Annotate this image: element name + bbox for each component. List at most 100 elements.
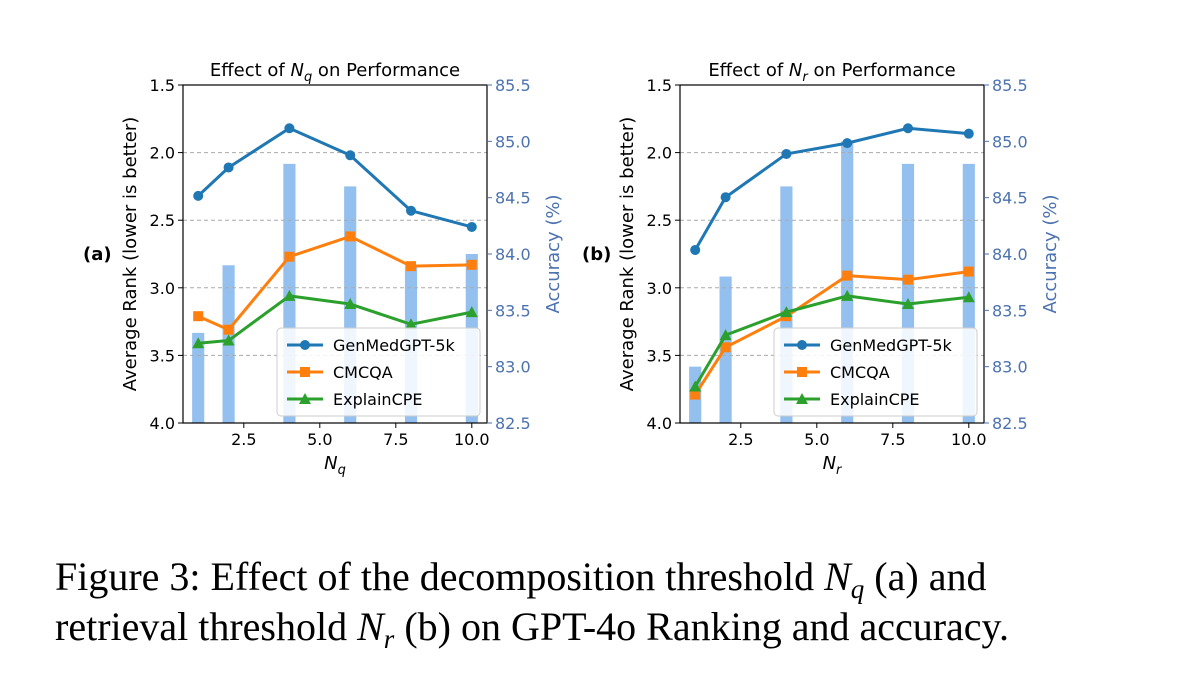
legend-label: ExplainCPE — [830, 390, 920, 409]
data-point — [193, 190, 204, 201]
caption-subscript-2: r — [383, 624, 395, 655]
caption-subscript-1: q — [850, 574, 865, 605]
chart-title: Effect of Nq on Performance — [210, 60, 460, 85]
data-point — [719, 329, 732, 341]
data-point — [193, 311, 204, 322]
legend-marker — [299, 393, 311, 404]
data-point — [903, 123, 913, 134]
y-tick-label-left: 4.0 — [647, 414, 672, 433]
series-cmcqa — [193, 231, 477, 335]
caption-prefix: Figure 3: Effect of the decomposition th… — [55, 554, 825, 599]
y-tick-label-left: 2.0 — [647, 144, 672, 163]
data-point — [963, 266, 974, 277]
x-tick-label: 5.0 — [307, 430, 332, 449]
data-point — [406, 261, 416, 272]
title-part: Effect of — [210, 60, 291, 81]
y-tick-label-right: 84.5 — [992, 189, 1028, 208]
series-line — [693, 126, 969, 251]
series-line — [693, 294, 969, 388]
y-tick-label-left: 3.0 — [647, 279, 672, 298]
title-part: q — [304, 70, 312, 85]
series-explaincpe — [689, 289, 975, 392]
y-tick-label-left: 3.0 — [150, 279, 175, 298]
x-label-subscript: r — [836, 463, 843, 478]
x-axis-label: Nr — [823, 453, 843, 478]
data-point — [841, 289, 854, 301]
data-point — [344, 298, 357, 310]
data-point — [781, 148, 792, 159]
y-tick-label-left: 2.5 — [150, 211, 175, 230]
caption-line2-post: (b) on GPT-4o Ranking and accuracy. — [394, 604, 1009, 649]
title-part: on Performance — [312, 60, 460, 81]
y-tick-label-left: 2.0 — [150, 144, 175, 163]
x-tick-label: 7.5 — [383, 430, 408, 449]
x-tick-label: 5.0 — [804, 430, 829, 449]
panel-label: (a) — [83, 244, 112, 265]
y-tick-label-right: 85.0 — [495, 132, 531, 151]
y-tick-label-right: 83.5 — [495, 301, 531, 320]
legend-marker — [796, 393, 808, 404]
y-axis-label-left: Average Rank (lower is better) — [120, 117, 141, 392]
data-point — [405, 318, 417, 330]
data-point — [406, 205, 416, 216]
chart-panel-b: 1.5 2.0 2.5 3.0 3.5 4.0 82.5 83.0 83.5 84.0 84.5 85… — [582, 60, 1061, 478]
data-point — [962, 291, 975, 303]
legend-marker — [797, 367, 807, 377]
figure: 1.5 2.0 2.5 3.0 3.5 4.0 82.5 83.0 83.5 84.0 84.5 85… — [83, 60, 1061, 478]
panel-label: (b) — [582, 244, 611, 265]
caption-line2-pre: retrieval threshold — [55, 604, 358, 649]
data-point — [720, 342, 731, 353]
x-label-symbol: N — [324, 453, 337, 474]
data-point — [284, 251, 295, 262]
x-tick-label: 2.5 — [728, 430, 753, 449]
series-line — [198, 294, 473, 345]
legend-label: CMCQA — [830, 363, 890, 382]
y-tick-label-left: 2.5 — [647, 211, 672, 230]
series-line — [693, 270, 969, 396]
title-part: Effect of — [708, 60, 789, 81]
y-tick-label-right: 84.0 — [495, 245, 531, 264]
series-genmedgpt-5k — [193, 123, 477, 232]
series-explaincpe — [192, 289, 478, 349]
y-tick-label-right: 84.0 — [992, 245, 1028, 264]
title-part: on Performance — [808, 60, 956, 81]
data-point — [690, 389, 701, 400]
legend-label: GenMedGPT-5k — [333, 336, 455, 355]
data-point — [466, 259, 477, 270]
data-point — [284, 123, 295, 134]
y-tick-label-right: 82.5 — [495, 414, 531, 433]
legend-box — [773, 327, 978, 417]
data-point — [345, 150, 356, 161]
data-point — [842, 270, 853, 281]
x-tick-label: 10.0 — [454, 430, 490, 449]
title-part: N — [789, 60, 802, 81]
y-tick-label-right: 82.5 — [992, 414, 1028, 433]
series-line — [197, 234, 472, 332]
y-tick-label-left: 1.5 — [150, 76, 175, 95]
figure-caption: Figure 3: Effect of the decomposition th… — [55, 552, 1155, 655]
data-point — [465, 306, 478, 318]
data-point — [192, 337, 205, 349]
data-point — [223, 324, 234, 335]
caption-symbol-1: N — [824, 554, 851, 599]
y-tick-label-right: 85.5 — [495, 76, 531, 95]
y-tick-label-right: 83.0 — [495, 358, 531, 377]
title-part: r — [802, 70, 809, 85]
data-point — [720, 192, 731, 203]
y-tick-label-left: 1.5 — [647, 76, 672, 95]
y-tick-label-right: 85.5 — [992, 76, 1028, 95]
caption-mid: (a) and — [864, 554, 987, 599]
data-point — [689, 380, 702, 392]
y-axis-label-right: Accuracy (%) — [543, 194, 564, 313]
x-tick-label: 2.5 — [231, 430, 256, 449]
y-tick-label-right: 83.5 — [992, 301, 1028, 320]
x-label-subscript: q — [338, 463, 346, 478]
series-genmedgpt-5k — [690, 123, 974, 255]
x-label-symbol: N — [823, 453, 836, 474]
title-part: N — [290, 60, 303, 81]
data-point — [902, 298, 914, 310]
legend: GenMedGPT-5k CMCQA ExplainCPE — [773, 327, 978, 417]
series-line — [197, 126, 473, 229]
legend-label: ExplainCPE — [333, 390, 423, 409]
x-tick-label: 7.5 — [880, 430, 905, 449]
